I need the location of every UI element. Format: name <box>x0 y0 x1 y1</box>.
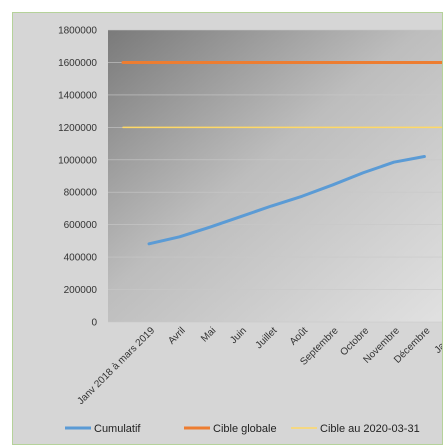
y-tick-label: 1200000 <box>58 123 97 134</box>
y-tick-label: 0 <box>91 318 97 329</box>
y-tick-label: 1000000 <box>58 155 97 166</box>
y-tick-label: 1600000 <box>58 58 97 69</box>
x-tick-label: Janv 2018 à mars 2019 <box>75 325 157 407</box>
x-axis: Janv 2018 à mars 2019 Avril Mai Juin Juillet… <box>75 325 443 407</box>
legend-label: Cible au 2020-03-31 <box>320 423 420 435</box>
x-tick-label: Janvier <box>433 325 443 356</box>
series-lines <box>121 60 442 246</box>
series-line-1 <box>147 155 426 246</box>
legend-label: Cible globale <box>213 423 277 435</box>
x-tick-label: Juillet <box>254 325 280 351</box>
y-tick-label: 600000 <box>64 220 98 231</box>
x-tick-label: Avril <box>166 325 187 346</box>
y-tick-label: 800000 <box>64 188 98 199</box>
x-tick-label: Mai <box>199 325 218 344</box>
x-tick-label: Août <box>288 325 310 347</box>
legend: Cumulatif Cible globale Cible au 2020-03-3… <box>65 423 420 435</box>
y-tick-label: 200000 <box>64 285 98 296</box>
x-tick-label: Juin <box>228 325 249 346</box>
y-tick-label: 400000 <box>64 253 98 264</box>
plot-area <box>108 30 442 322</box>
y-tick-label: 1800000 <box>58 26 97 37</box>
line-chart: 0 200000 400000 600000 800000 1000000 1200000 1… <box>58 26 443 435</box>
legend-label: Cumulatif <box>94 423 141 435</box>
y-axis: 0 200000 400000 600000 800000 1000000 1200000 1… <box>58 26 97 329</box>
y-tick-label: 1400000 <box>58 90 97 101</box>
chart-container: 0 200000 400000 600000 800000 1000000 1200000 1… <box>12 12 443 445</box>
